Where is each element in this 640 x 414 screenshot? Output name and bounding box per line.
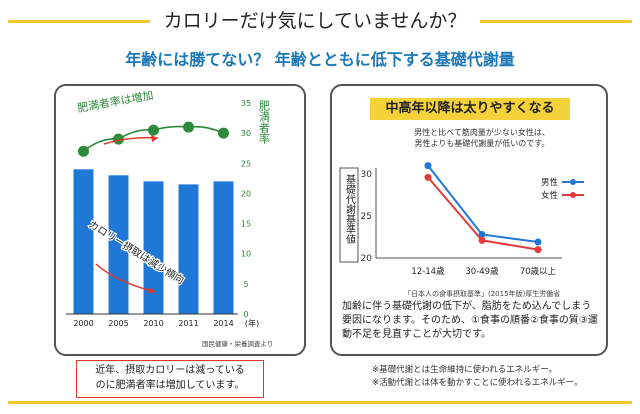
right-tick-label: 20 — [241, 189, 251, 198]
right-tick-label: 5 — [243, 280, 248, 289]
series-line — [427, 164, 539, 244]
right-tick-label: 0 — [243, 310, 248, 319]
legend-marker — [570, 179, 576, 185]
series-point — [424, 173, 432, 181]
series-point — [424, 162, 432, 170]
x-tick-label: 2000 — [73, 319, 93, 328]
obesity-point — [218, 127, 229, 139]
right-description-line: 男性と比べて筋肉量が少ない女性は、 — [414, 128, 550, 137]
footnotes: ※基礎代謝とは生命維持に使われるエネルギー。 ※活動代謝とは体を動かすことに使わ… — [372, 364, 583, 390]
increase-arrowhead — [151, 135, 158, 142]
y-tick-label: 30 — [361, 170, 373, 180]
x-tick-label: 2005 — [108, 319, 128, 328]
right-axis-label: 肥満者率 — [258, 100, 271, 145]
bar — [108, 175, 129, 314]
right-chart-panel: 30 25 20 12-14歳 30-49歳 70歳以上 基礎代謝基準値 男性女性 — [330, 84, 608, 356]
left-note-line: 近年、摂取カロリーは減っている — [95, 365, 245, 376]
decrease-arrowhead — [148, 287, 156, 293]
obesity-point — [183, 121, 194, 133]
right-badge: 中高年以降は太りやすくなる — [370, 98, 570, 120]
legend-marker — [570, 192, 576, 198]
obesity-calorie-chart: 2000 2005 2010 2011 2014 (年) 35 30 25 20 15 10 5 0 肥満者… — [66, 88, 271, 328]
x-tick-label: 2014 — [213, 319, 233, 328]
bar — [143, 181, 164, 314]
series-point — [534, 246, 542, 254]
x-tick-label: 2010 — [143, 319, 163, 328]
y-label-box — [339, 167, 359, 263]
series-point — [478, 236, 486, 244]
y-tick-label: 25 — [361, 212, 372, 222]
y-tick-label: 20 — [361, 254, 373, 264]
calorie-series-label: カロリー摂取は減少傾向 — [86, 218, 186, 287]
obesity-point — [113, 133, 124, 145]
x-tick-label: 70歳以上 — [520, 266, 557, 277]
right-tick-label: 35 — [241, 99, 251, 108]
x-unit-label: (年) — [245, 318, 259, 328]
y-axis-label: 基礎代謝基準値 — [344, 173, 356, 245]
series-point — [534, 238, 542, 246]
x-tick-label: 2011 — [178, 319, 198, 328]
footnote: ※活動代謝とは体を動かすことに使われるエネルギー。 — [372, 378, 583, 388]
x-tick-label: 12-14歳 — [411, 266, 445, 277]
bar — [213, 181, 234, 314]
left-note-box: 近年、摂取カロリーは減っている のに肥満者率は増加しています。 — [76, 360, 264, 398]
left-note-line: のに肥満者率は増加しています。 — [95, 380, 245, 391]
legend-label: 男性 — [541, 177, 559, 188]
right-tick-label: 25 — [241, 159, 251, 168]
right-description-line: 男性よりも基礎代謝量が低いのです。 — [414, 139, 550, 148]
bar — [178, 184, 199, 314]
obesity-point — [148, 124, 159, 136]
legend-label: 女性 — [541, 190, 559, 201]
bar — [73, 169, 94, 314]
obesity-point — [78, 145, 89, 157]
right-description: 男性と比べて筋肉量が少ない女性は、 男性よりも基礎代謝量が低いのです。 — [402, 127, 562, 149]
left-chart-panel: 2000 2005 2010 2011 2014 (年) 35 30 25 20 15 10 5 0 肥満者… — [54, 84, 306, 356]
right-body-text: 加齢に伴う基礎代謝の低下が、脂肪をため込んでしまう要因になります。そのため、①食… — [342, 301, 598, 340]
headline: カロリーだけ気にしていませんか？ — [150, 4, 480, 38]
right-tick-label: 30 — [241, 129, 251, 138]
obesity-series-label: 肥満者率は増加 — [76, 88, 154, 115]
bottom-rule — [8, 401, 632, 404]
right-tick-label: 15 — [241, 220, 251, 229]
footnote: ※基礎代謝とは生命維持に使われるエネルギー。 — [372, 365, 558, 375]
series-point — [478, 230, 486, 238]
x-tick-label: 30-49歳 — [465, 266, 499, 277]
subtitle: 年齢には勝てない？ 年齢とともに低下する基礎代謝量 — [125, 50, 515, 69]
right-tick-label: 10 — [241, 250, 251, 259]
right-source: 「日本人の食事摂取基準」(2015年版)厚生労働省 — [404, 290, 561, 298]
left-source: 国民健康・栄養調査より — [202, 340, 274, 348]
